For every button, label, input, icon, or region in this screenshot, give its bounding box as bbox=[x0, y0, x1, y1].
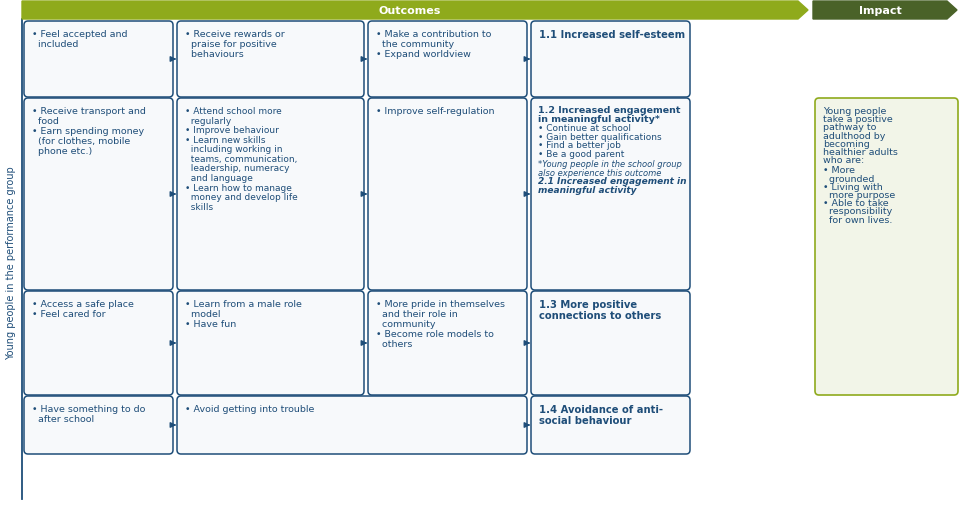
FancyBboxPatch shape bbox=[368, 22, 527, 98]
Text: and their role in: and their role in bbox=[376, 310, 458, 318]
Text: and language: and language bbox=[185, 174, 252, 183]
Text: included: included bbox=[32, 40, 79, 49]
FancyBboxPatch shape bbox=[815, 99, 958, 395]
FancyBboxPatch shape bbox=[177, 99, 364, 290]
FancyBboxPatch shape bbox=[531, 396, 690, 454]
Text: • Have something to do: • Have something to do bbox=[32, 404, 145, 413]
Text: Young people in the performance group: Young people in the performance group bbox=[6, 166, 16, 359]
Text: • Earn spending money: • Earn spending money bbox=[32, 127, 144, 136]
Text: others: others bbox=[376, 339, 413, 348]
Text: 1.4 Avoidance of anti-: 1.4 Avoidance of anti- bbox=[539, 404, 663, 414]
Text: • Improve behaviour: • Improve behaviour bbox=[185, 126, 278, 135]
Text: • Receive rewards or: • Receive rewards or bbox=[185, 30, 285, 39]
Text: pathway to: pathway to bbox=[823, 123, 876, 132]
Text: • Gain better qualifications: • Gain better qualifications bbox=[538, 132, 661, 141]
Text: skills: skills bbox=[185, 203, 213, 212]
Text: becoming: becoming bbox=[823, 139, 870, 148]
Text: • Learn how to manage: • Learn how to manage bbox=[185, 183, 292, 192]
Text: • Have fun: • Have fun bbox=[185, 319, 236, 328]
Text: leadership, numeracy: leadership, numeracy bbox=[185, 164, 290, 173]
FancyBboxPatch shape bbox=[24, 291, 173, 395]
FancyBboxPatch shape bbox=[368, 99, 527, 290]
Text: grounded: grounded bbox=[823, 174, 875, 183]
Polygon shape bbox=[813, 2, 957, 20]
Text: • Learn from a male role: • Learn from a male role bbox=[185, 299, 301, 309]
FancyBboxPatch shape bbox=[24, 99, 173, 290]
Text: for own lives.: for own lives. bbox=[823, 215, 893, 224]
Text: teams, communication,: teams, communication, bbox=[185, 155, 298, 164]
Text: • Living with: • Living with bbox=[823, 182, 883, 191]
Text: • Expand worldview: • Expand worldview bbox=[376, 50, 470, 59]
Text: • Improve self-regulation: • Improve self-regulation bbox=[376, 107, 494, 116]
Text: • Continue at school: • Continue at school bbox=[538, 124, 631, 133]
FancyBboxPatch shape bbox=[177, 291, 364, 395]
Text: • Learn new skills: • Learn new skills bbox=[185, 135, 266, 144]
Text: • Attend school more: • Attend school more bbox=[185, 107, 281, 116]
Text: praise for positive: praise for positive bbox=[185, 40, 276, 49]
Text: 2.1 Increased engagement in: 2.1 Increased engagement in bbox=[538, 177, 686, 186]
Text: • More pride in themselves: • More pride in themselves bbox=[376, 299, 505, 309]
Text: • More: • More bbox=[823, 166, 855, 175]
Text: healthier adults: healthier adults bbox=[823, 147, 898, 157]
Text: • Feel cared for: • Feel cared for bbox=[32, 310, 106, 318]
FancyBboxPatch shape bbox=[177, 396, 527, 454]
Text: food: food bbox=[32, 117, 59, 126]
FancyBboxPatch shape bbox=[24, 396, 173, 454]
Text: including working in: including working in bbox=[185, 145, 282, 154]
FancyBboxPatch shape bbox=[531, 99, 690, 290]
Text: money and develop life: money and develop life bbox=[185, 193, 298, 202]
Text: community: community bbox=[376, 319, 436, 328]
Text: phone etc.): phone etc.) bbox=[32, 147, 92, 156]
Text: who are:: who are: bbox=[823, 156, 864, 165]
Text: • Access a safe place: • Access a safe place bbox=[32, 299, 133, 309]
Text: after school: after school bbox=[32, 414, 94, 423]
Text: • Able to take: • Able to take bbox=[823, 199, 889, 208]
Text: • Become role models to: • Become role models to bbox=[376, 329, 493, 338]
Text: 1.1 Increased self-esteem: 1.1 Increased self-esteem bbox=[539, 30, 685, 40]
Text: take a positive: take a positive bbox=[823, 115, 893, 124]
Text: behaviours: behaviours bbox=[185, 50, 244, 59]
Text: in meaningful activity*: in meaningful activity* bbox=[538, 114, 660, 123]
Text: 1.3 More positive: 1.3 More positive bbox=[539, 299, 637, 310]
Text: regularly: regularly bbox=[185, 116, 231, 125]
Text: • Make a contribution to: • Make a contribution to bbox=[376, 30, 492, 39]
Text: • Feel accepted and: • Feel accepted and bbox=[32, 30, 128, 39]
Text: • Find a better job: • Find a better job bbox=[538, 141, 621, 149]
Text: social behaviour: social behaviour bbox=[539, 415, 632, 425]
Text: 1.2 Increased engagement: 1.2 Increased engagement bbox=[538, 106, 681, 115]
Text: • Avoid getting into trouble: • Avoid getting into trouble bbox=[185, 404, 314, 413]
FancyBboxPatch shape bbox=[531, 22, 690, 98]
FancyBboxPatch shape bbox=[368, 291, 527, 395]
Text: *Young people in the school group: *Young people in the school group bbox=[538, 160, 682, 169]
FancyBboxPatch shape bbox=[531, 291, 690, 395]
Text: responsibility: responsibility bbox=[823, 207, 892, 216]
Polygon shape bbox=[22, 2, 808, 20]
Text: Young people: Young people bbox=[823, 107, 886, 116]
Text: meaningful activity: meaningful activity bbox=[538, 185, 636, 194]
Text: also experience this outcome: also experience this outcome bbox=[538, 168, 661, 177]
Text: adulthood by: adulthood by bbox=[823, 131, 885, 140]
FancyBboxPatch shape bbox=[24, 22, 173, 98]
Text: • Receive transport and: • Receive transport and bbox=[32, 107, 146, 116]
Text: connections to others: connections to others bbox=[539, 310, 661, 320]
Text: the community: the community bbox=[376, 40, 454, 49]
Text: Outcomes: Outcomes bbox=[379, 6, 442, 16]
Text: more purpose: more purpose bbox=[823, 190, 896, 199]
Text: Impact: Impact bbox=[858, 6, 901, 16]
Text: (for clothes, mobile: (for clothes, mobile bbox=[32, 137, 131, 146]
Text: • Be a good parent: • Be a good parent bbox=[538, 149, 624, 158]
FancyBboxPatch shape bbox=[177, 22, 364, 98]
Text: model: model bbox=[185, 310, 221, 318]
